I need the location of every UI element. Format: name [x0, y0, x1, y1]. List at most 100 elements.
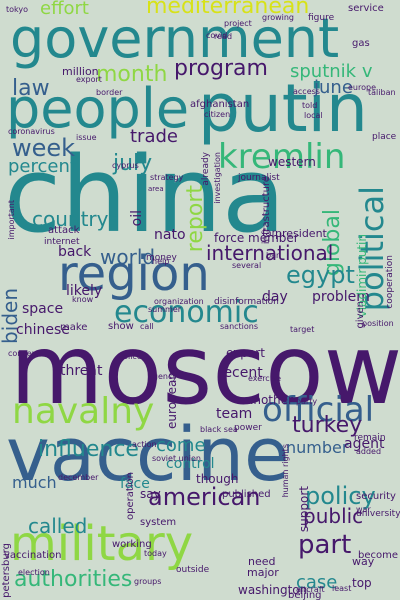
word-groups: groups — [134, 577, 162, 586]
word-june: june — [314, 77, 353, 98]
word-election: election — [18, 568, 50, 577]
word-egypt: egypt — [286, 261, 355, 289]
word-outside: outside — [176, 565, 210, 575]
word-party: party — [296, 397, 318, 406]
word-beijing: beijing — [288, 590, 322, 600]
word-economic: economic — [114, 295, 259, 330]
word-sputnik-v: sputnik v — [290, 61, 373, 82]
word-number: number — [286, 438, 349, 457]
word-coronavirus: coronavirus — [8, 127, 55, 136]
word-force-member: force member — [214, 231, 299, 245]
word-top: top — [352, 576, 372, 590]
word-government: government — [10, 7, 340, 70]
word-several: several — [232, 261, 262, 270]
word-million: million — [62, 65, 99, 78]
word-university: university — [356, 509, 400, 519]
word-international: international — [206, 241, 334, 265]
word-way: way — [352, 555, 375, 568]
word-kremlin: kremlin — [218, 137, 346, 177]
word-effort: effort — [40, 0, 89, 19]
word-countrys: countrys — [32, 207, 119, 231]
word-mediterranean: mediterranean — [146, 0, 310, 19]
word-black-sea: black sea — [200, 425, 238, 434]
word-operation: operation — [125, 472, 136, 521]
word-military: military — [10, 516, 194, 572]
word-ban: ban — [266, 251, 282, 260]
word-sanctions: sanctions — [220, 322, 259, 331]
word-police: police — [118, 352, 142, 361]
word-likely: likely — [66, 283, 103, 299]
word-authorities: authorities — [14, 567, 133, 592]
word-major: major — [247, 566, 279, 579]
word-soviet-union: soviet union — [152, 454, 201, 463]
word-exercise: exercise — [248, 374, 282, 383]
word-know: know — [72, 295, 94, 304]
word-system: system — [140, 517, 177, 528]
word-say: say — [140, 487, 161, 501]
word-tokyo: tokyo — [6, 5, 29, 14]
word-vaccine: vaccine — [6, 412, 290, 498]
word-report: report — [183, 185, 208, 253]
word-another: another — [246, 393, 293, 407]
word-taliban: taliban — [368, 88, 396, 97]
word-border: border — [96, 88, 123, 97]
word-summer: summer — [148, 305, 182, 314]
word-told: told — [302, 101, 318, 110]
word-published: published — [222, 489, 271, 500]
word-problem: problem — [312, 289, 370, 305]
word-become: become — [358, 550, 399, 561]
word-space: space — [22, 301, 64, 317]
word-much: much — [12, 473, 57, 492]
word-navalny: navalny — [12, 391, 155, 432]
word-aircraft: aircraft — [296, 585, 325, 594]
word-infrastructure: infrastructure — [261, 176, 272, 245]
word-issue: issue — [76, 133, 97, 142]
word-percent: percent — [8, 156, 77, 177]
word-oil: oil — [129, 210, 145, 227]
word-added: added — [356, 447, 382, 456]
word-world: world — [100, 245, 156, 269]
word-money: money — [146, 253, 177, 263]
word-come: come — [156, 435, 206, 456]
word-december: december — [58, 473, 99, 482]
word-access: access — [293, 87, 320, 96]
word-program: program — [174, 56, 268, 81]
word-region: region — [58, 246, 210, 302]
word-influence: influence — [38, 437, 139, 462]
word-least: least — [332, 584, 352, 593]
word-human-rights: human rights — [281, 444, 290, 498]
word-official: official — [262, 390, 375, 430]
word-vaccination: vaccination — [4, 550, 62, 561]
word-concern: concern — [8, 349, 40, 358]
word-export: export — [76, 75, 102, 84]
word-agency: agency — [148, 372, 178, 381]
word-show: show — [108, 321, 134, 332]
word-turkey: turkey — [292, 413, 363, 438]
word-organization: organization — [154, 297, 204, 306]
word-attack: attack — [48, 225, 80, 236]
word-gas: gas — [352, 38, 370, 49]
word-control: control — [166, 456, 215, 472]
word-president: president — [275, 227, 327, 240]
word-agent: agent — [344, 436, 385, 452]
word-back: back — [58, 244, 92, 260]
word-threat: threat — [60, 363, 103, 379]
word-power: power — [234, 423, 262, 433]
word-citizen: citizen — [204, 110, 231, 119]
word-journalist: journalist — [238, 173, 280, 183]
word-disinformation: disinformation — [214, 297, 279, 307]
word-make: make — [60, 322, 88, 333]
word-nato: nato — [154, 227, 186, 243]
word-need: need — [248, 555, 276, 568]
word-chinese: chinese — [16, 322, 70, 338]
word-people: people — [6, 77, 190, 140]
word-project: project — [224, 19, 252, 28]
word-growing: growing — [262, 13, 294, 22]
word-support: support — [297, 486, 311, 533]
word-week: week — [12, 134, 76, 162]
word-american: american — [148, 483, 261, 511]
word-security: security — [356, 491, 396, 502]
word-already: already — [201, 152, 211, 186]
word-face: face — [120, 476, 150, 492]
word-team: team — [216, 406, 253, 422]
